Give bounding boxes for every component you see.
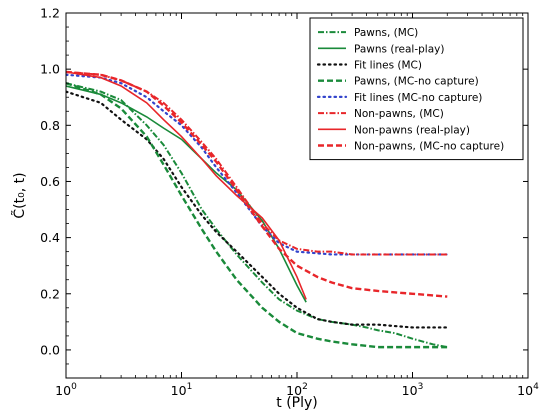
legend-label: Non-pawns, (MC): [354, 108, 444, 120]
y-tick-label: 0.6: [40, 174, 60, 189]
x-tick-label: 102: [286, 382, 308, 398]
y-tick-label: 1.2: [40, 6, 60, 21]
y-axis-title: C̃(t₀, t): [11, 172, 28, 218]
x-tick-label: 101: [171, 382, 193, 398]
legend-label: Fit lines (MC): [354, 60, 422, 72]
series-layer: [66, 70, 449, 349]
legend-label: Pawns (real-play): [354, 43, 444, 55]
series-line-8: [66, 70, 448, 298]
ticks-layer: [65, 12, 529, 379]
series-line-2: [66, 85, 307, 303]
legend-box: [309, 17, 524, 161]
y-tick-label: 0.8: [40, 118, 60, 133]
series-line-1: [66, 82, 448, 349]
legend: Pawns, (MC) Pawns (real-play) Fit lines (M…: [309, 17, 524, 161]
x-tick-label: 100: [55, 382, 77, 398]
x-tick-label: 103: [402, 382, 424, 398]
series-line-4: [66, 82, 448, 349]
y-tick-label: 0.4: [40, 230, 60, 245]
series-line-6: [66, 70, 448, 256]
legend-label: Pawns, (MC): [354, 27, 418, 39]
legend-label: Fit lines (MC-no capture): [354, 92, 482, 104]
legend-label: Pawns, (MC-no capture): [354, 76, 479, 88]
labels-layer: 0.0 0.2 0.4 0.6 0.8 1.0 1.2 100 101 102 103 104: [40, 6, 539, 399]
y-tick-label: 1.0: [40, 62, 60, 77]
y-tick-label: 0.0: [40, 342, 60, 357]
series-line-7: [66, 71, 307, 300]
x-axis-title: t (Ply): [276, 395, 317, 411]
legend-label: Non-pawns, (MC-no capture): [354, 141, 504, 153]
legend-label: Non-pawns (real-play): [354, 124, 470, 136]
x-tick-label: 104: [517, 382, 539, 398]
series-line-5: [66, 73, 449, 256]
y-tick-label: 0.2: [40, 286, 60, 301]
series-line-3: [66, 90, 449, 329]
